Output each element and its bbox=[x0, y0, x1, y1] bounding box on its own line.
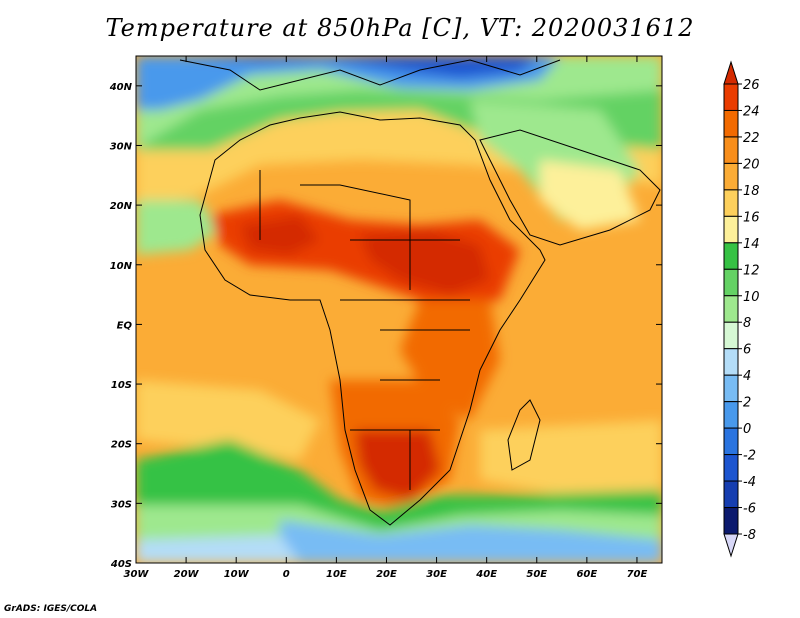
colorbar-label: 18 bbox=[743, 184, 760, 199]
europe-coastline bbox=[179, 59, 561, 91]
colorbar-label: 4 bbox=[743, 369, 751, 384]
colorbar-label: -4 bbox=[743, 475, 756, 490]
field-indian-yellow bbox=[480, 420, 662, 495]
colorbar-swatch bbox=[723, 454, 739, 482]
colorbar-bottom-triangle bbox=[723, 533, 739, 558]
field-atlantic-yellow bbox=[136, 380, 320, 460]
lat-tick-label: 30N bbox=[110, 141, 133, 152]
credit-text: GrADS: IGES/COLA bbox=[4, 604, 98, 614]
lon-tick-label: 10W bbox=[224, 569, 250, 580]
colorbar-swatch bbox=[723, 109, 739, 138]
lon-tick-label: 30E bbox=[426, 569, 447, 580]
field-yellow-north bbox=[136, 110, 662, 210]
colorbar-swatch bbox=[723, 507, 739, 535]
field-south-hot bbox=[355, 430, 440, 500]
colorbar-swatch bbox=[723, 242, 739, 270]
colorbar-label: 26 bbox=[743, 78, 760, 93]
colorbar-label: -2 bbox=[743, 449, 756, 464]
lon-tick-label: 20W bbox=[174, 569, 200, 580]
chart-title: Temperature at 850hPa [C], VT: 202003161… bbox=[105, 14, 695, 42]
lat-tick-label: 20N bbox=[110, 201, 133, 212]
colorbar-swatch bbox=[723, 189, 739, 217]
field-sahel-core bbox=[360, 230, 490, 295]
border-lines bbox=[259, 170, 470, 490]
colorbar-swatch bbox=[723, 427, 739, 456]
colorbar-label: 24 bbox=[743, 104, 760, 119]
lat-tick-label: 10N bbox=[110, 261, 133, 272]
colorbar-swatch bbox=[723, 374, 739, 403]
field-darkblue-north bbox=[180, 56, 540, 78]
lat-tick-label: 20S bbox=[111, 440, 132, 451]
colorbar-swatch bbox=[723, 321, 739, 350]
colorbar-label: 20 bbox=[743, 157, 760, 172]
axis-ticks: 30W 20W 10W 0 10E 20E 30E 40E 50E 60E 70E 40N 30N 20N… bbox=[109, 56, 662, 580]
colorbar-swatch bbox=[723, 480, 739, 509]
colorbar-swatch bbox=[723, 295, 739, 323]
colorbar-swatch bbox=[723, 401, 739, 429]
field-paleblue-south bbox=[136, 535, 300, 563]
lon-tick-label: 30W bbox=[124, 569, 150, 580]
africa-coastline bbox=[199, 111, 546, 526]
lon-tick-label: 0 bbox=[283, 569, 290, 580]
colorbar-swatch bbox=[723, 348, 739, 376]
colorbar-swatch bbox=[723, 215, 739, 244]
lon-tick-label: 10E bbox=[326, 569, 347, 580]
colorbar-label: 8 bbox=[743, 316, 751, 331]
plot-frame bbox=[135, 55, 663, 564]
lon-tick-label: 50E bbox=[526, 569, 547, 580]
colorbar-label: 12 bbox=[743, 263, 760, 278]
colorbar-label: 10 bbox=[743, 290, 760, 305]
colorbar-swatch bbox=[723, 268, 739, 297]
colorbar-swatch bbox=[723, 136, 739, 164]
arabia-coastline bbox=[479, 129, 661, 246]
lon-tick-label: 20E bbox=[376, 569, 397, 580]
colorbar-swatch bbox=[723, 83, 739, 111]
colorbar-swatch bbox=[723, 162, 739, 191]
madagascar-coastline bbox=[507, 399, 541, 471]
colorbar-label: 14 bbox=[743, 237, 760, 252]
lat-tick-label: EQ bbox=[117, 320, 133, 331]
colorbar-label: 0 bbox=[743, 422, 751, 437]
colorbar-top-triangle bbox=[723, 60, 739, 85]
lat-tick-label: 40S bbox=[110, 559, 132, 570]
lat-tick-label: 10S bbox=[111, 380, 132, 391]
lon-tick-label: 60E bbox=[576, 569, 597, 580]
colorbar-label: 22 bbox=[743, 131, 760, 146]
temperature-field bbox=[136, 56, 662, 563]
country-borders bbox=[179, 59, 661, 526]
lat-tick-label: 40N bbox=[109, 82, 133, 93]
field-atlantic-green bbox=[136, 200, 220, 255]
colorbar-label: 6 bbox=[743, 343, 751, 358]
colorbar-label: 16 bbox=[743, 210, 760, 225]
lon-tick-label: 70E bbox=[627, 569, 648, 580]
lat-tick-label: 30S bbox=[111, 499, 132, 510]
colorbar-label: 2 bbox=[743, 396, 751, 411]
colorbar-label: -6 bbox=[743, 502, 756, 517]
field-blue-south bbox=[280, 520, 662, 563]
colorbar-label: -8 bbox=[743, 528, 756, 543]
field-arabia-yellow bbox=[540, 160, 640, 230]
lon-tick-label: 40E bbox=[475, 569, 497, 580]
